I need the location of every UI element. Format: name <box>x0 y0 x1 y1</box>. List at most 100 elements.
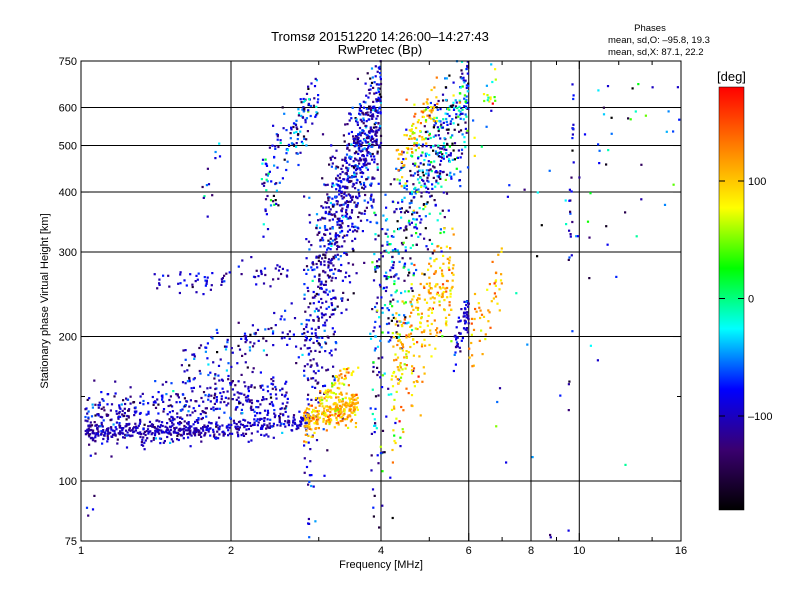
data-point <box>347 200 350 203</box>
data-point <box>318 416 321 419</box>
data-point <box>359 183 362 186</box>
data-point <box>126 398 130 401</box>
data-point <box>301 108 304 111</box>
data-point <box>121 409 124 412</box>
data-point <box>204 431 207 435</box>
data-point <box>350 211 353 214</box>
data-point <box>308 98 311 101</box>
data-point <box>370 67 374 70</box>
data-point <box>457 123 460 126</box>
data-point <box>341 207 344 210</box>
data-point <box>426 324 429 327</box>
data-point <box>139 395 142 398</box>
data-point <box>413 187 416 191</box>
data-point <box>255 419 258 422</box>
data-point <box>134 422 137 425</box>
data-point <box>329 389 332 392</box>
data-point <box>437 99 440 103</box>
data-point <box>267 172 270 175</box>
data-point <box>337 421 340 424</box>
data-point <box>419 233 422 236</box>
data-point <box>236 431 239 434</box>
data-point <box>413 136 416 140</box>
data-point <box>455 116 458 119</box>
data-point <box>395 336 398 339</box>
data-point <box>326 274 329 277</box>
data-point <box>247 421 250 424</box>
data-point <box>398 153 401 156</box>
data-point <box>220 378 224 381</box>
x-tick-label: 8 <box>528 545 534 557</box>
data-point <box>333 383 336 386</box>
data-point <box>312 319 315 322</box>
data-point <box>185 284 188 287</box>
data-point <box>337 414 340 417</box>
data-point <box>403 211 406 214</box>
data-point <box>411 124 414 127</box>
data-point <box>331 413 334 417</box>
data-point <box>500 282 503 285</box>
data-point <box>314 115 317 118</box>
data-point <box>364 124 367 127</box>
data-point <box>310 82 313 85</box>
data-point <box>250 256 253 259</box>
data-point <box>331 203 334 206</box>
data-point <box>207 421 211 424</box>
data-point <box>494 78 497 81</box>
data-point <box>347 225 350 228</box>
data-point <box>396 332 399 335</box>
data-point <box>214 373 217 376</box>
data-point <box>279 389 282 392</box>
data-point <box>432 118 435 121</box>
data-point <box>329 421 332 424</box>
data-point <box>331 276 334 279</box>
data-point <box>152 438 155 441</box>
data-point <box>389 269 392 272</box>
data-point <box>401 349 404 352</box>
data-point <box>411 151 414 154</box>
y-tick-label: 500 <box>59 141 77 153</box>
data-point <box>490 63 493 66</box>
data-point <box>420 345 424 348</box>
data-point <box>463 97 466 100</box>
data-point <box>93 379 96 382</box>
data-point <box>386 240 389 244</box>
data-point <box>200 440 203 443</box>
data-point <box>143 423 146 426</box>
data-point <box>317 418 320 421</box>
data-point <box>367 144 370 147</box>
data-point <box>167 274 170 277</box>
data-point <box>352 160 355 163</box>
data-point <box>418 293 421 297</box>
data-point <box>140 443 143 446</box>
data-point <box>156 287 159 290</box>
data-point <box>135 427 138 430</box>
data-point <box>375 143 378 146</box>
data-point <box>197 272 200 275</box>
data-point <box>340 391 343 394</box>
data-point <box>329 396 332 399</box>
data-point <box>197 418 200 421</box>
data-point <box>441 295 444 298</box>
data-point <box>375 91 378 94</box>
data-point <box>395 289 398 292</box>
data-point <box>447 154 450 157</box>
data-point <box>101 416 104 419</box>
data-point <box>277 145 280 149</box>
data-point <box>265 163 268 166</box>
data-point <box>494 295 498 298</box>
data-point <box>401 198 404 202</box>
stats-line-o: mean, sd,O: –95.8, 19.3 <box>608 35 710 46</box>
data-point <box>486 94 489 97</box>
data-point <box>173 427 176 430</box>
data-point <box>307 110 310 113</box>
data-point <box>231 388 234 391</box>
data-point <box>246 424 249 427</box>
data-point <box>317 413 320 416</box>
data-point <box>314 386 317 389</box>
data-point <box>332 365 335 368</box>
data-point <box>494 279 498 282</box>
data-point <box>443 227 446 230</box>
data-point <box>274 199 277 202</box>
data-point <box>344 214 347 217</box>
